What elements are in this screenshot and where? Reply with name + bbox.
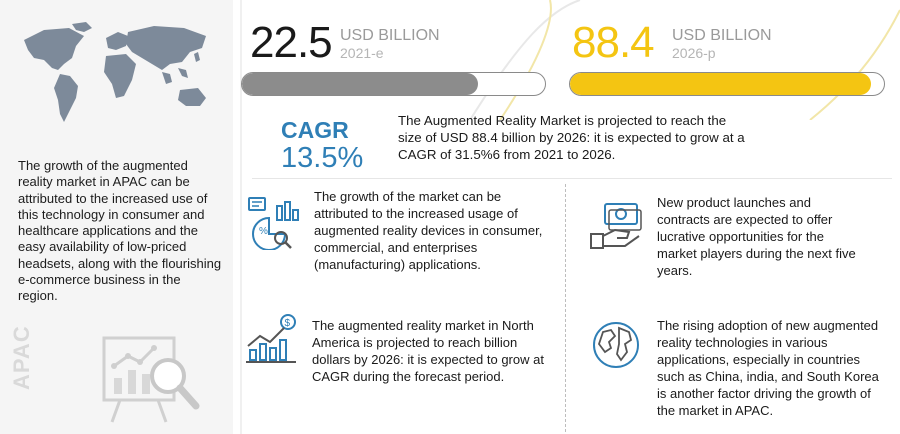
analytics-magnifier-icon: [102, 336, 200, 423]
market-2026-year: 2026-p: [672, 45, 716, 61]
cagr-value: 13.5%: [281, 142, 364, 174]
decorative-swirl-icon: [469, 0, 900, 120]
market-2026-value: 88.4: [572, 18, 655, 67]
highlight-1-text: The growth of the market can be attribut…: [314, 189, 543, 272]
market-2026-bar: [569, 72, 885, 96]
apac-label-text: APAC: [9, 325, 34, 390]
horizontal-divider: [252, 178, 892, 179]
market-2021-bar-fill: [242, 73, 479, 95]
vertical-divider: [240, 0, 242, 434]
world-map-icon: [24, 22, 206, 122]
cagr-title: CAGR: [281, 117, 349, 143]
analytics-icon: %: [248, 197, 299, 250]
growth-chart-dollar-icon: $: [246, 314, 296, 363]
apac-description: The growth of the augmented reality mark…: [18, 158, 222, 304]
globe-icon: [593, 322, 639, 368]
market-2021-unit: USD BILLION: [340, 27, 440, 44]
svg-text:$: $: [285, 318, 291, 329]
market-2026-unit: USD BILLION: [672, 27, 772, 44]
money-hand-icon: [590, 203, 642, 249]
market-2026-bar-fill: [570, 73, 872, 95]
highlight-4-text: The rising adoption of new augmented rea…: [657, 318, 879, 418]
dashed-divider: [565, 184, 566, 432]
market-2021-year: 2021-e: [340, 45, 384, 61]
svg-text:%: %: [259, 226, 268, 237]
highlight-2-text: New product launches and contracts are e…: [657, 195, 856, 278]
apac-vertical-label: APAC: [9, 325, 69, 420]
market-2021-bar: [241, 72, 546, 96]
highlight-3-text: The augmented reality market in North Am…: [312, 318, 544, 384]
cagr-description: The Augmented Reality Market is projecte…: [398, 113, 745, 162]
left-panel: The growth of the augmented reality mark…: [0, 0, 233, 434]
market-2021-value: 22.5: [250, 18, 333, 67]
